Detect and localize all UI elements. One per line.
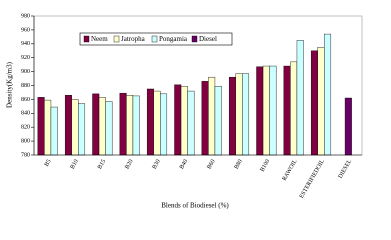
- y-tick-label: 940: [21, 41, 30, 47]
- x-tick-label: B60: [206, 159, 216, 171]
- x-tick-label: B20: [124, 159, 134, 171]
- bar: [44, 99, 52, 156]
- bar: [296, 40, 304, 156]
- bar: [146, 88, 154, 156]
- bar: [310, 50, 318, 156]
- y-tick-label: 880: [21, 83, 30, 89]
- y-tick-label: 780: [21, 152, 30, 158]
- bar: [256, 66, 264, 156]
- x-tick-label: B40: [179, 159, 189, 171]
- legend-swatch: [151, 35, 158, 43]
- y-tick-label: 840: [21, 111, 30, 117]
- bar: [92, 93, 100, 156]
- bar: [50, 106, 58, 156]
- bar: [78, 103, 86, 156]
- x-tick-label: B100: [260, 159, 272, 173]
- bar: [324, 33, 332, 156]
- bar: [105, 101, 113, 156]
- bar: [269, 65, 277, 156]
- x-tick-label: ESTERIFIEDOIL: [299, 158, 326, 199]
- x-tick-label: B80: [234, 159, 244, 171]
- y-tick-label: 960: [21, 27, 30, 33]
- bar: [201, 81, 209, 156]
- x-tick-label: B10: [70, 159, 80, 171]
- y-tick-label: 980: [21, 13, 30, 19]
- legend-swatch: [191, 35, 198, 43]
- bar: [290, 61, 298, 156]
- bar: [64, 95, 72, 156]
- bar: [214, 85, 222, 156]
- x-tick-label: B30: [152, 159, 162, 171]
- bar: [235, 73, 243, 156]
- bar: [187, 90, 195, 156]
- bar: [344, 97, 352, 156]
- bar: [317, 47, 325, 156]
- x-tick-label: B15: [97, 159, 107, 171]
- bar: [126, 95, 134, 156]
- bar: [132, 95, 140, 156]
- legend-swatch: [113, 35, 120, 43]
- legend-label: Neem: [91, 35, 108, 43]
- bar: [160, 93, 168, 156]
- x-tick-label: DIESEL: [338, 158, 354, 179]
- x-tick-label: RAWOIL: [282, 158, 299, 182]
- legend-label: Diesel: [199, 35, 217, 43]
- bar: [228, 76, 236, 156]
- bar: [208, 76, 216, 156]
- bar: [283, 65, 291, 156]
- legend-label: Jatropha: [121, 35, 146, 43]
- bar: [180, 85, 188, 156]
- bar: [242, 73, 250, 156]
- y-tick-label: 800: [21, 138, 30, 144]
- y-axis-title: Density(Kg/m3): [6, 61, 14, 108]
- bar: [98, 97, 106, 156]
- legend-label: Pongamia: [159, 35, 188, 43]
- bar: [119, 92, 127, 156]
- bar: [37, 97, 45, 156]
- bar: [174, 84, 182, 156]
- y-tick-label: 820: [21, 125, 30, 131]
- y-tick-label: 860: [21, 97, 30, 103]
- y-tick-label: 920: [21, 55, 30, 61]
- y-tick-label: 900: [21, 69, 30, 75]
- bar: [153, 90, 161, 156]
- x-tick-label: B5: [44, 159, 53, 168]
- bar: [71, 99, 79, 156]
- x-axis-title: Blends of Biodiesel (%): [161, 202, 229, 210]
- legend-swatch: [83, 35, 90, 43]
- chart: Density(Kg/m3) Blends of Biodiesel (%) 7…: [6, 13, 363, 210]
- bar: [262, 65, 270, 156]
